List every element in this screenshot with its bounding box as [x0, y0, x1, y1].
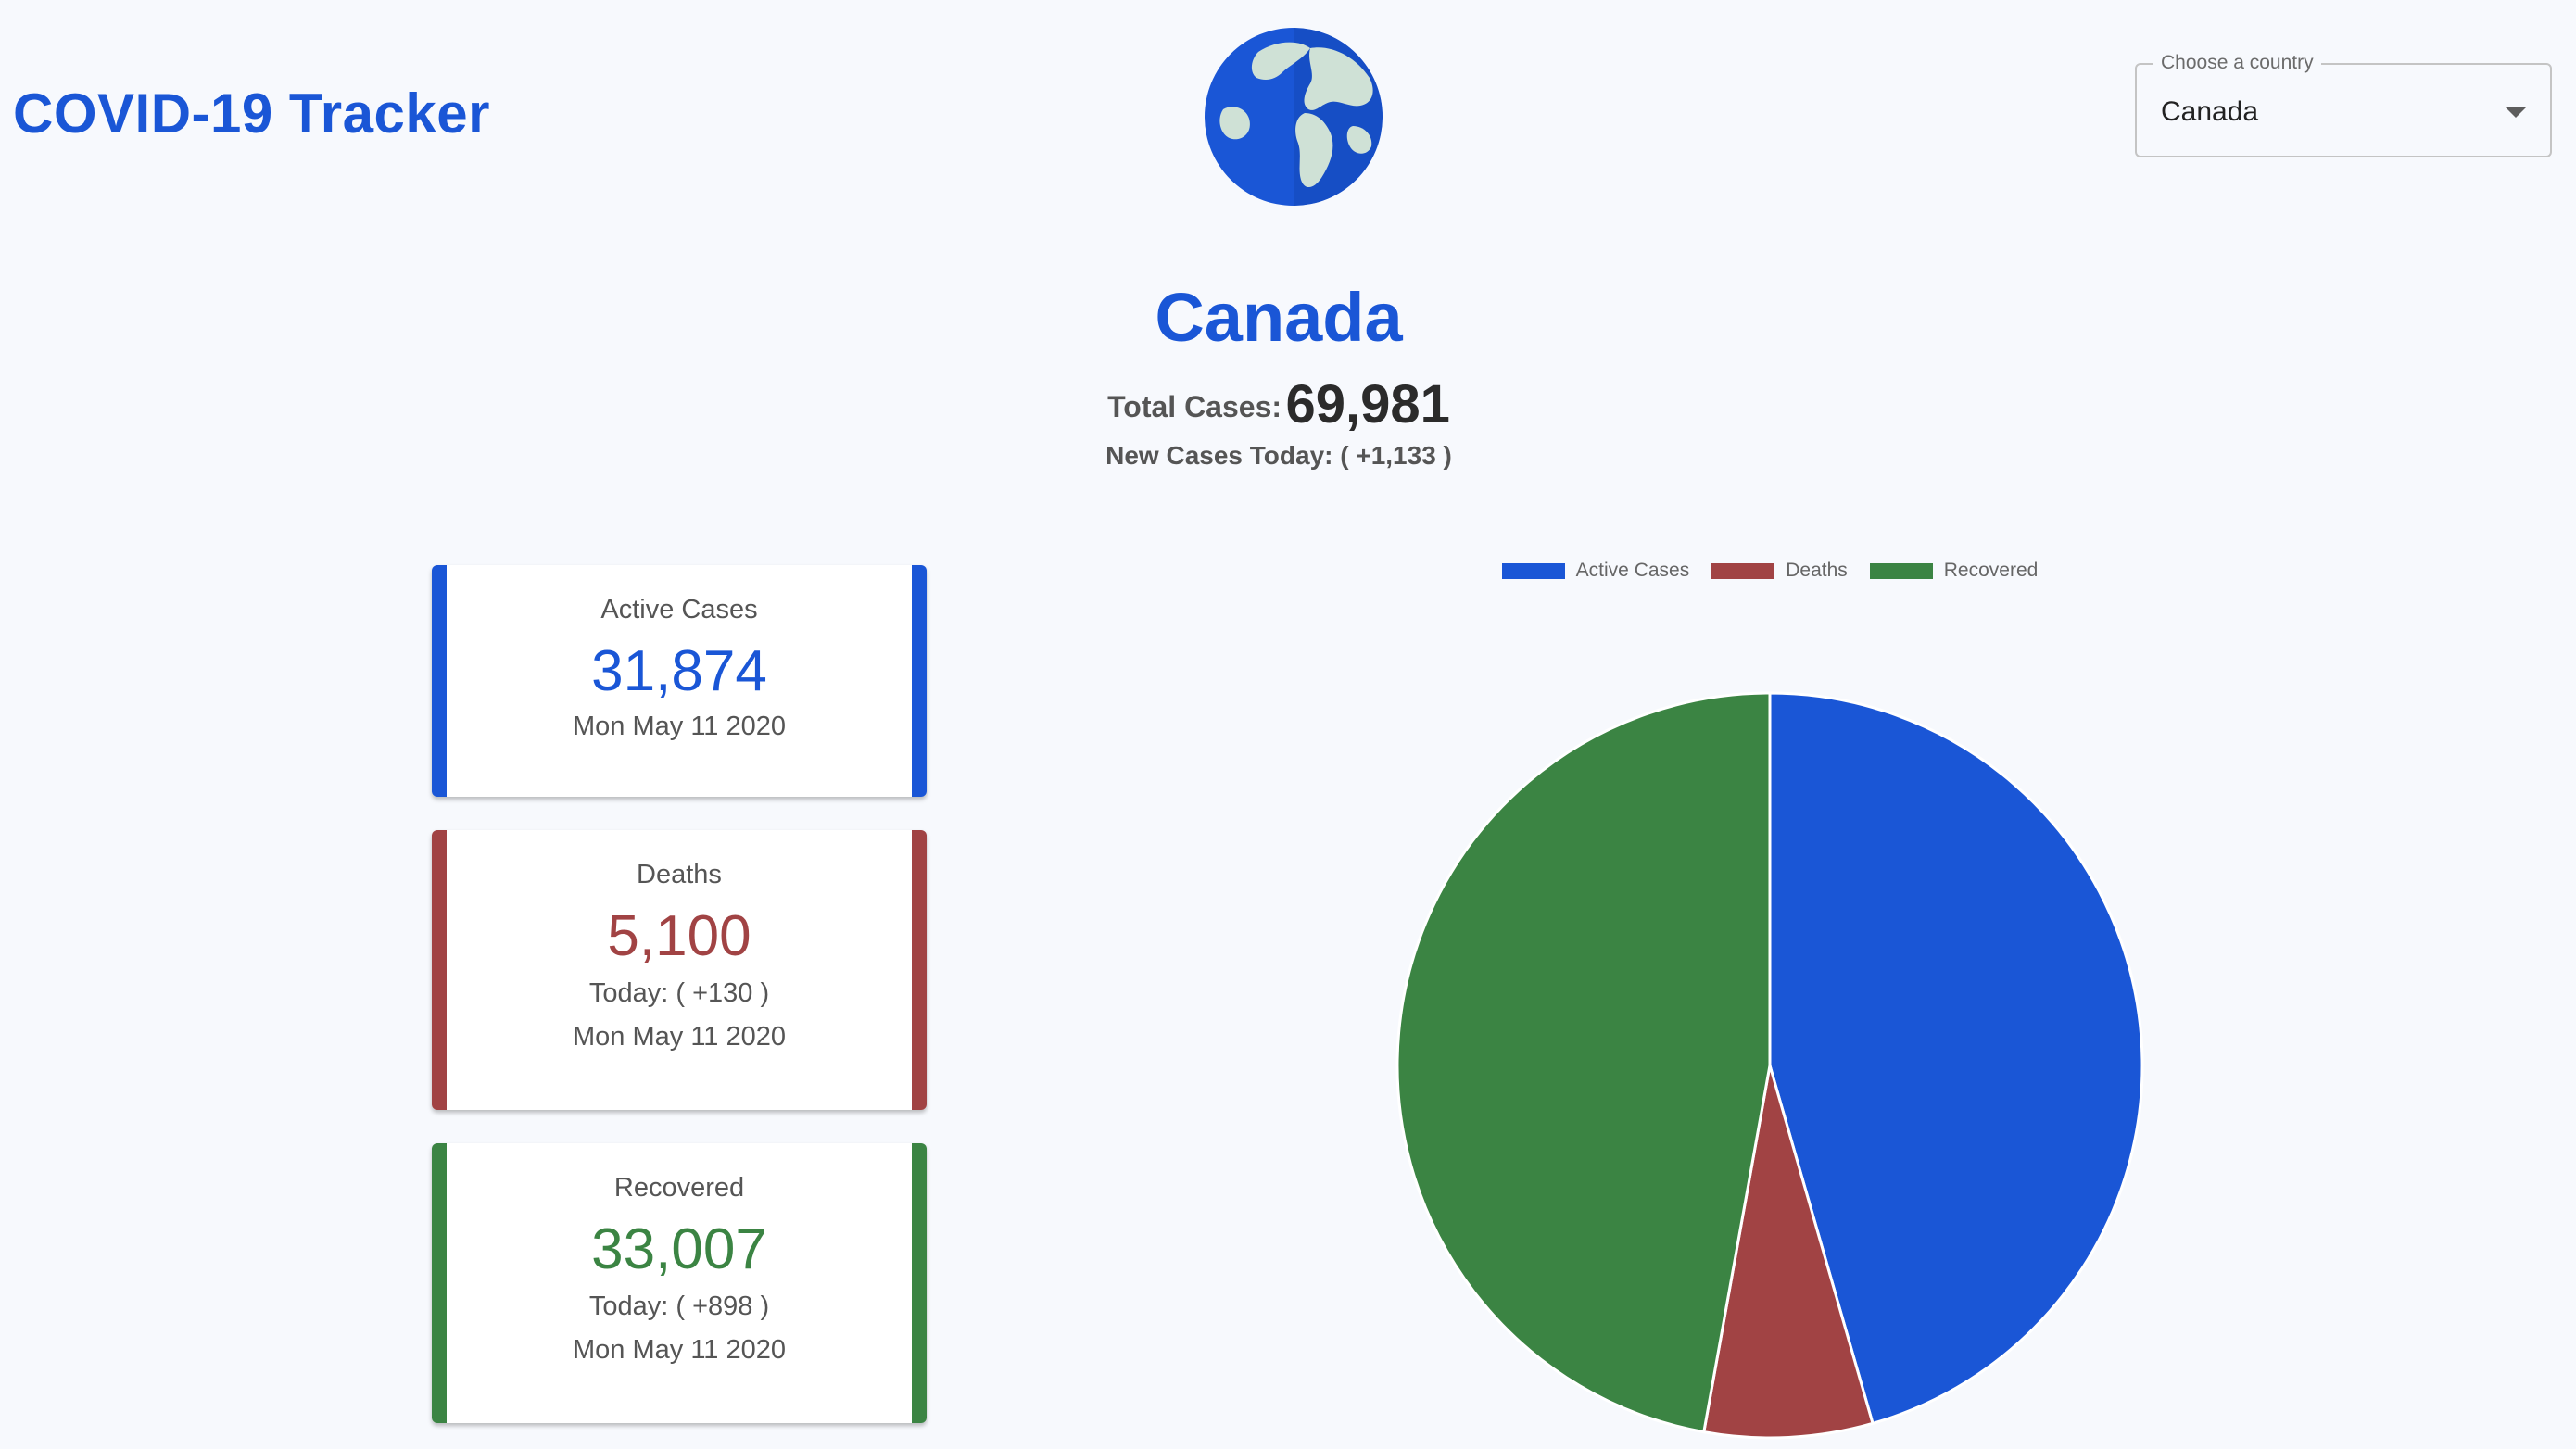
card-title: Recovered — [613, 1173, 745, 1203]
legend-swatch — [1501, 562, 1565, 579]
card-date: Mon May 11 2020 — [573, 712, 786, 741]
chart-legend: Active Cases Deaths Recovered — [1483, 560, 2057, 582]
pie-slice-active-cases[interactable] — [1768, 691, 2144, 1426]
country-select-label: Choose a country — [2153, 52, 2321, 74]
legend-label: Deaths — [1786, 560, 1848, 581]
legend-label: Recovered — [1943, 560, 2039, 581]
legend-item[interactable]: Deaths — [1711, 560, 1848, 582]
recovered-card: Recovered 33,007 Today: ( +898 ) Mon May… — [432, 1143, 927, 1423]
card-date: Mon May 11 2020 — [573, 1335, 786, 1365]
country-summary: Canada Total Cases: 69,981 New Cases Tod… — [908, 278, 1649, 471]
card-count: 31,874 — [591, 639, 767, 703]
card-title: Deaths — [637, 860, 722, 889]
app-title: COVID-19 Tracker — [13, 82, 490, 145]
total-cases-line: Total Cases: 69,981 — [908, 373, 1649, 435]
pie-slice-deaths[interactable] — [1702, 1065, 1875, 1440]
country-select[interactable]: Choose a country Canada — [2135, 52, 2552, 158]
card-title: Active Cases — [600, 595, 758, 624]
chevron-down-icon[interactable] — [2506, 107, 2526, 118]
pie-chart — [1395, 691, 2144, 1440]
new-cases-today: New Cases Today: ( +1,133 ) — [1105, 441, 1452, 470]
legend-item[interactable]: Active Cases — [1501, 560, 1690, 582]
total-cases-value: 69,981 — [1285, 374, 1450, 435]
card-today: Today: ( +898 ) — [588, 1292, 770, 1321]
country-name: Canada — [1155, 279, 1403, 356]
legend-swatch — [1711, 562, 1775, 579]
total-cases-label: Total Cases: — [1107, 390, 1282, 423]
card-today: Today: ( +130 ) — [588, 978, 770, 1008]
legend-item[interactable]: Recovered — [1869, 560, 2039, 582]
country-select-value: Canada — [2161, 96, 2259, 127]
pie-slice-recovered[interactable] — [1395, 691, 1772, 1434]
globe-icon — [1205, 28, 1383, 206]
deaths-card: Deaths 5,100 Today: ( +130 ) Mon May 11 … — [432, 830, 927, 1110]
legend-label: Active Cases — [1575, 560, 1690, 581]
card-count: 5,100 — [607, 904, 751, 968]
legend-swatch — [1869, 562, 1933, 579]
card-count: 33,007 — [591, 1217, 767, 1281]
active-cases-card: Active Cases 31,874 Mon May 11 2020 — [432, 565, 927, 797]
card-date: Mon May 11 2020 — [573, 1022, 786, 1052]
